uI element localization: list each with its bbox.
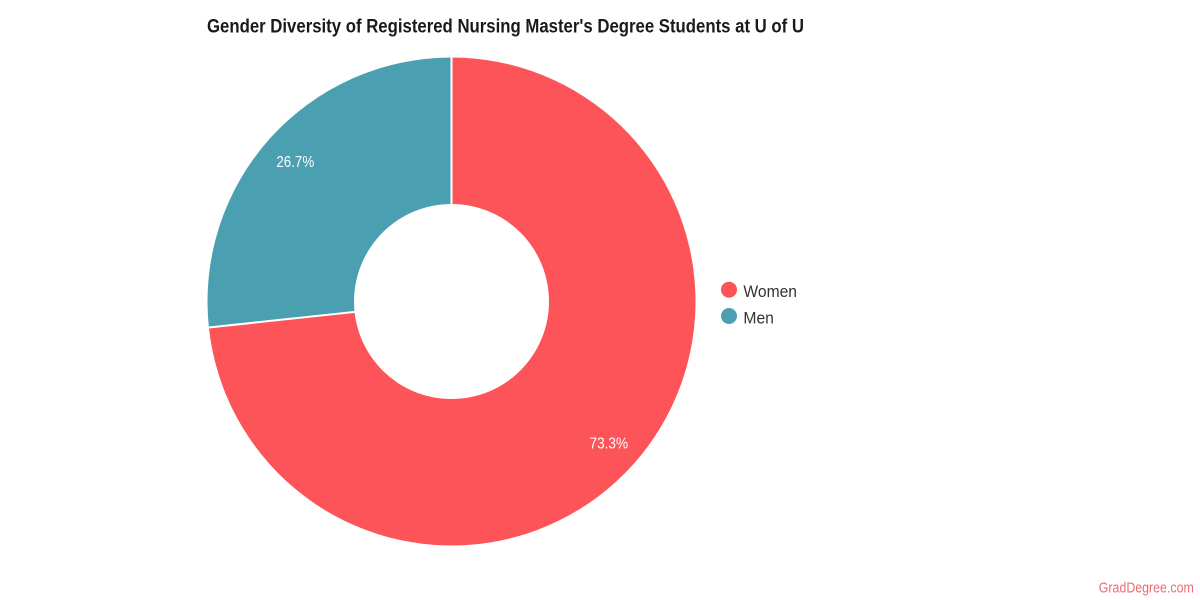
svg-text:Men: Men	[743, 308, 774, 327]
svg-text:Gender Diversity of Registered: Gender Diversity of Registered Nursing M…	[207, 17, 804, 38]
svg-text:73.3%: 73.3%	[590, 436, 629, 453]
svg-text:26.7%: 26.7%	[276, 154, 314, 171]
svg-text:GradDegree.com: GradDegree.com	[1099, 580, 1194, 597]
svg-text:Women: Women	[743, 282, 797, 301]
